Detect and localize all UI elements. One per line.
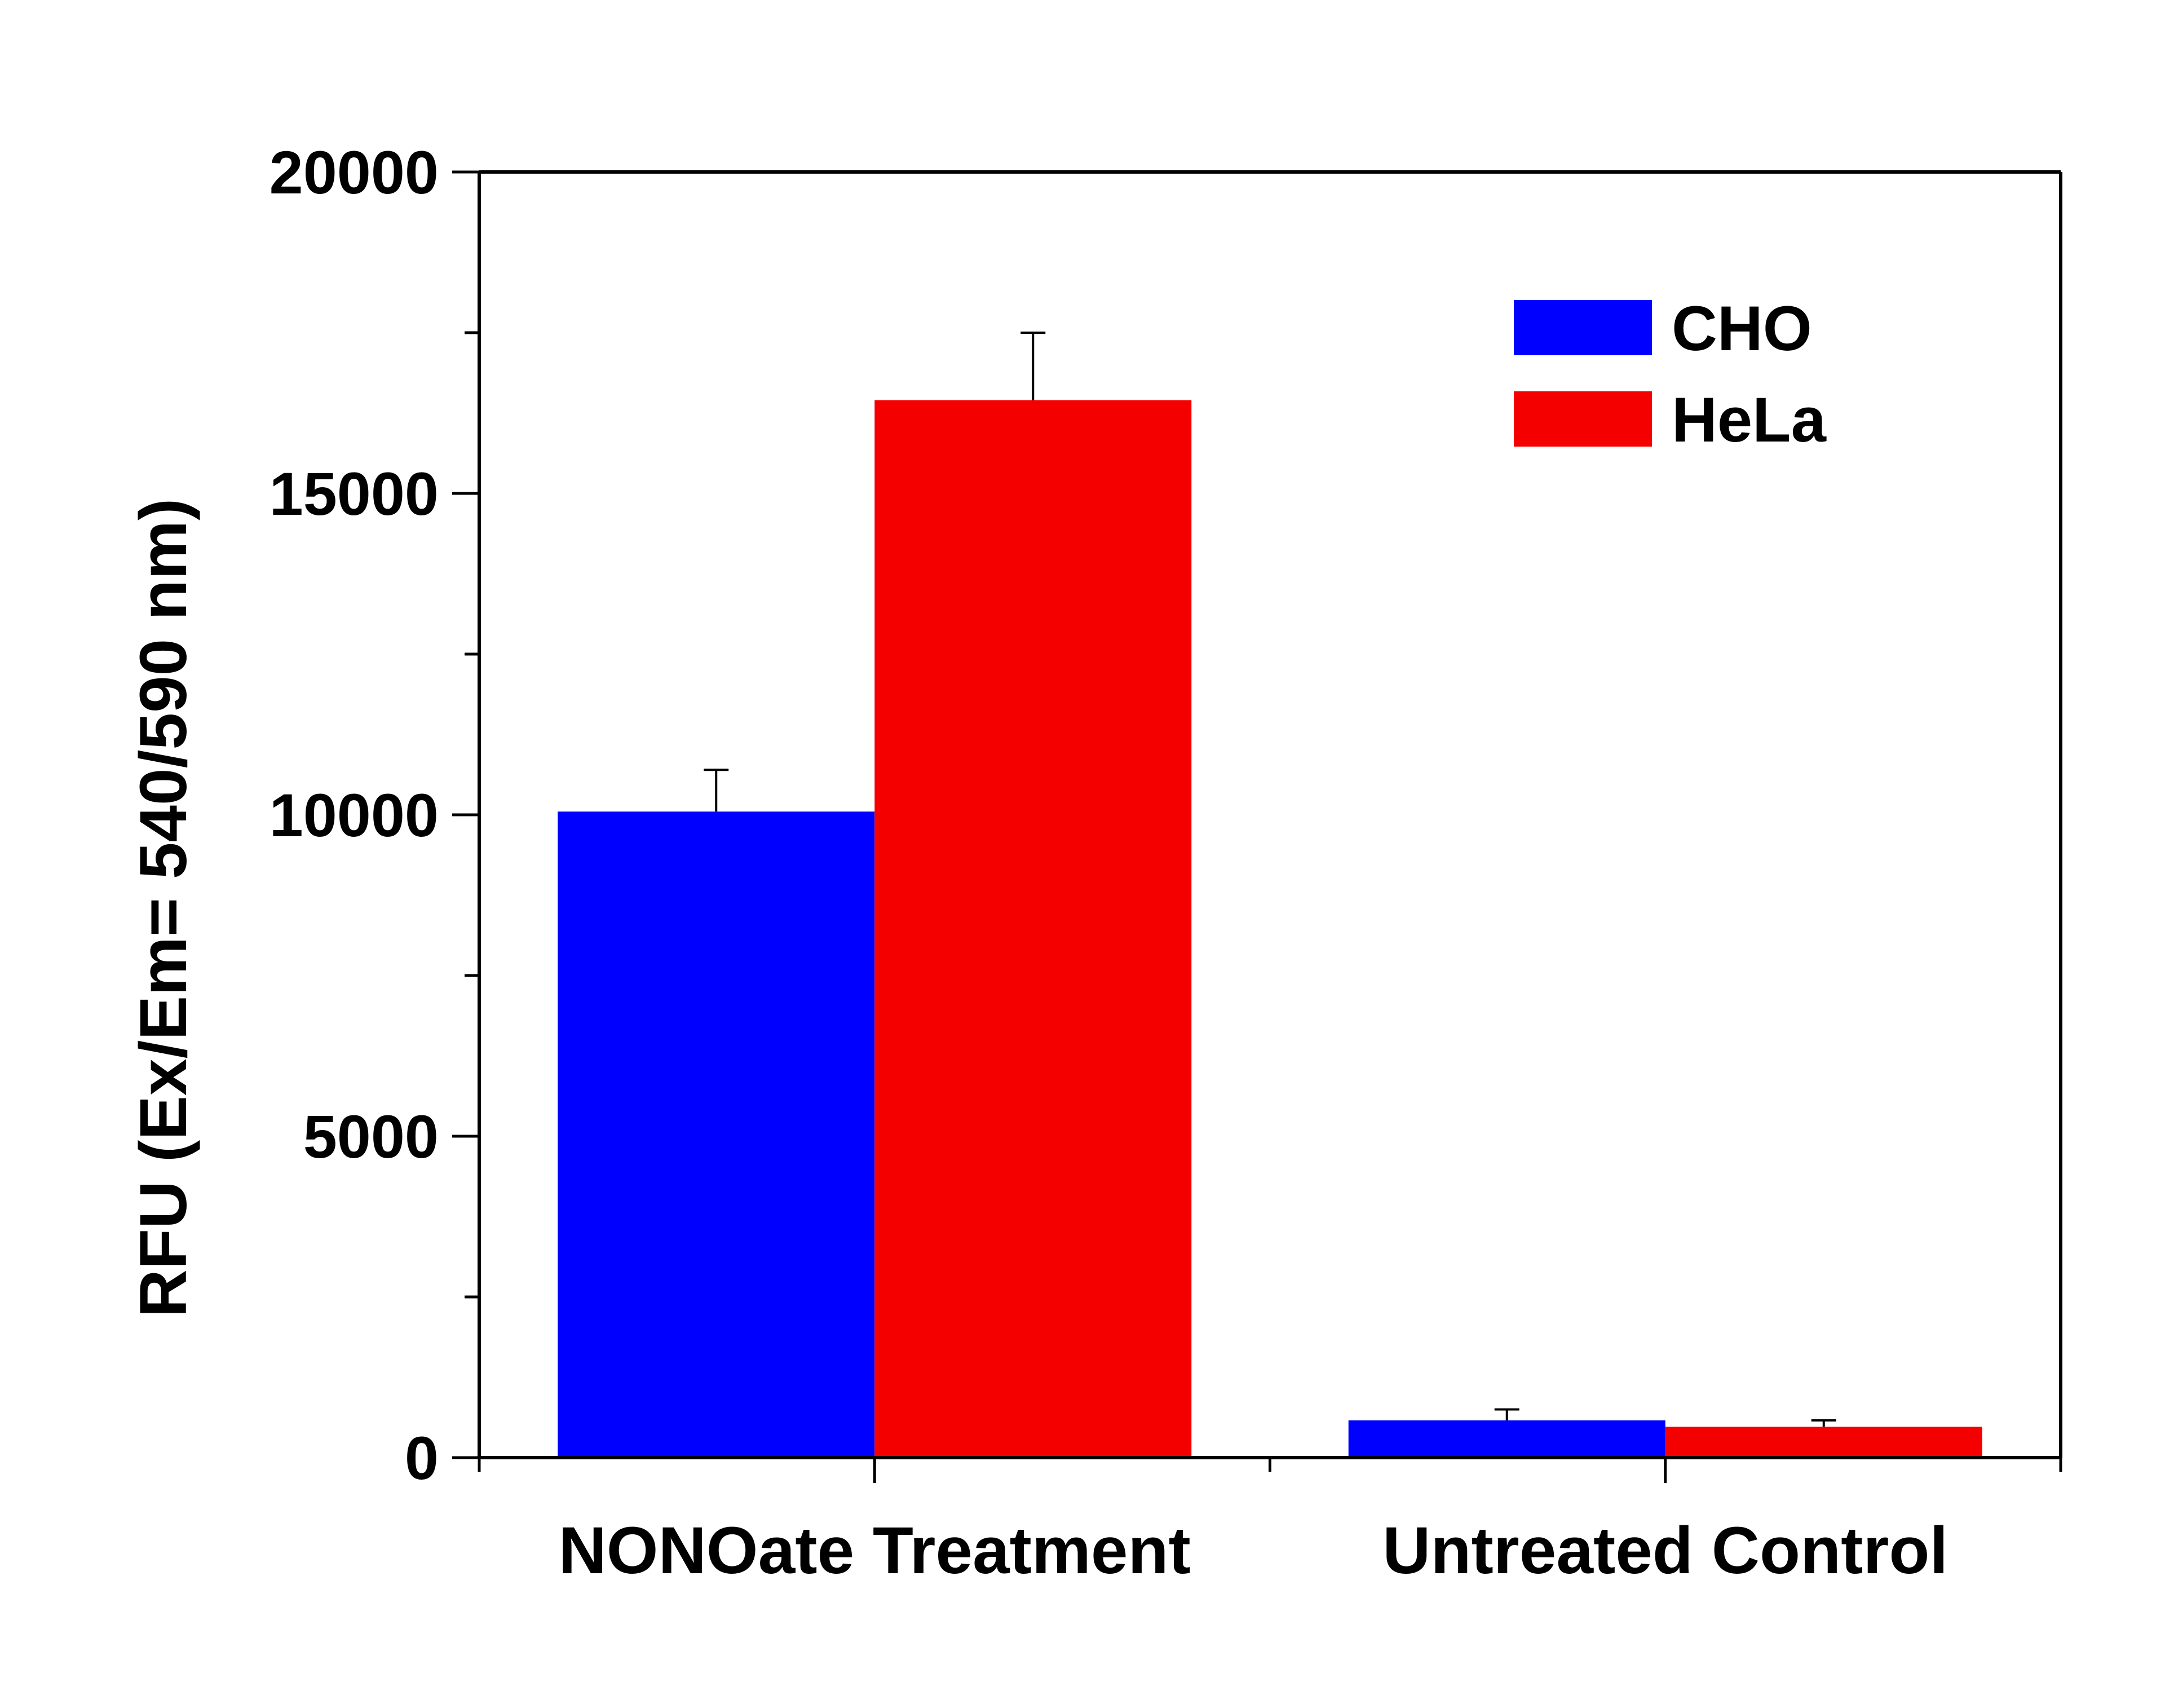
y-tick-label: 10000: [269, 781, 439, 849]
y-tick-label: 20000: [269, 138, 439, 206]
y-axis-label: RFU (Ex/Em= 540/590 nm): [126, 498, 201, 1318]
x-category-label: Untreated Control: [1382, 1513, 1948, 1588]
bar-hela-0: [874, 400, 1192, 1458]
x-category-label: NONOate Treatment: [559, 1513, 1191, 1588]
bars-layer: [558, 400, 1982, 1458]
legend-label-hela: HeLa: [1672, 385, 1827, 455]
error-bars-layer: [704, 332, 1836, 1427]
y-tick-label: 0: [405, 1424, 439, 1492]
bar-hela-1: [1665, 1427, 1982, 1458]
y-tick-label: 15000: [269, 460, 439, 528]
legend-swatch-hela: [1514, 391, 1652, 447]
legend-swatch-cho: [1514, 300, 1652, 355]
y-tick-label: 5000: [303, 1102, 439, 1171]
bar-cho-0: [558, 811, 875, 1458]
legend: CHO HeLa: [1514, 293, 1827, 455]
legend-label-cho: CHO: [1672, 293, 1812, 364]
bar-cho-1: [1348, 1420, 1665, 1458]
ticks-layer: 0 5000 10000 15000 20000 NONOate Treatment Unt…: [269, 138, 2062, 1588]
